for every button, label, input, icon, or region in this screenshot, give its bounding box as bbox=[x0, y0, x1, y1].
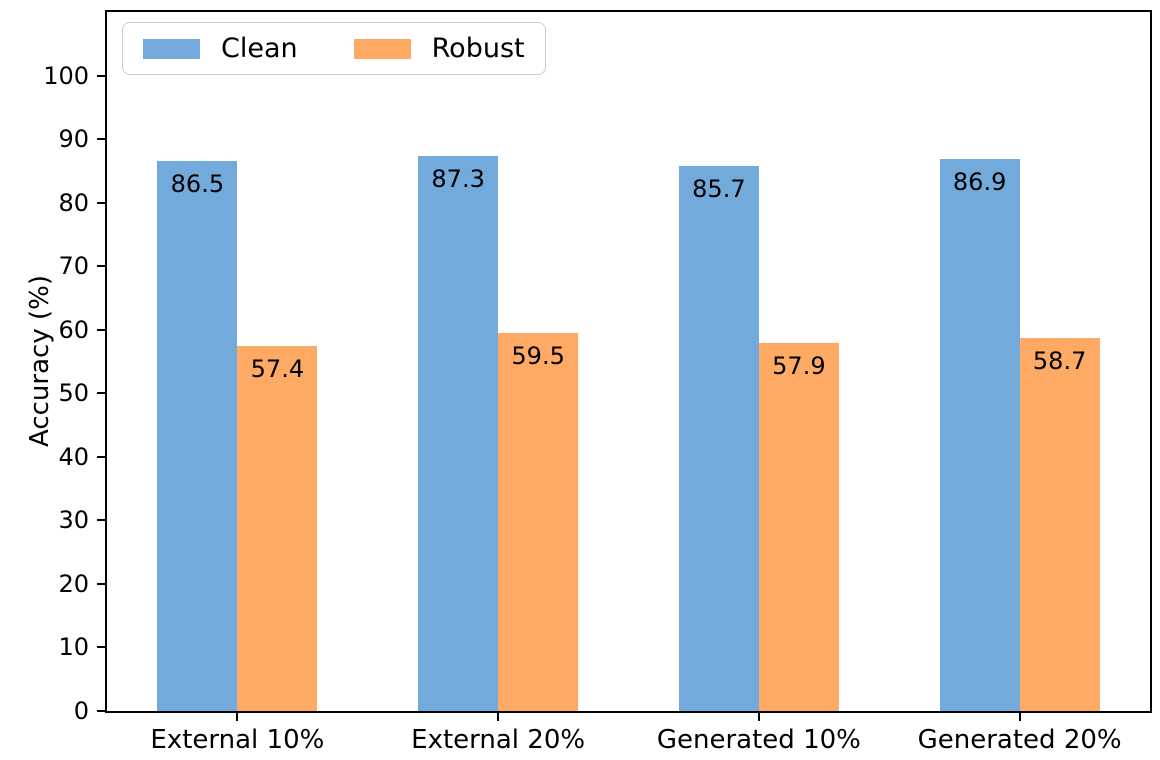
legend-swatch-robust bbox=[353, 38, 411, 59]
bar-value-label: 86.9 bbox=[952, 167, 1007, 196]
bar-clean-external-20: 87.3 bbox=[418, 156, 499, 711]
legend-entry-robust: Robust bbox=[353, 33, 525, 64]
legend-label: Clean bbox=[221, 33, 298, 64]
plot-area: 0 10 20 30 40 50 60 70 80 90 100 86.5 57.4 87.3 59.5 8… bbox=[43, 10, 1152, 755]
bar-group-generated-20: 86.9 58.7 bbox=[889, 12, 1150, 711]
legend-swatch-clean bbox=[143, 38, 200, 59]
y-tick-label: 70 bbox=[58, 252, 89, 281]
y-axis-title: Accuracy (%) bbox=[25, 275, 55, 447]
bar-value-label: 57.9 bbox=[772, 352, 826, 381]
y-tick-mark bbox=[97, 201, 105, 204]
x-axis-ticks: External 10% External 20% Generated 10% Gen… bbox=[107, 12, 1150, 755]
y-tick-label: 60 bbox=[58, 315, 89, 344]
bar-group-generated-10: 85.7 57.9 bbox=[629, 12, 890, 711]
y-tick-label: 40 bbox=[58, 442, 89, 471]
bar-value-label: 86.5 bbox=[170, 170, 225, 199]
bar-clean-external-10: 86.5 bbox=[157, 161, 238, 711]
bar-clean-generated-10: 85.7 bbox=[678, 166, 759, 711]
bar-robust-generated-10: 57.9 bbox=[758, 343, 839, 711]
y-axis-ticks: 0 10 20 30 40 50 60 70 80 90 100 bbox=[43, 12, 1150, 723]
y-tick-label: 80 bbox=[58, 188, 89, 217]
legend-label: Robust bbox=[431, 33, 525, 64]
y-tick-mark bbox=[97, 138, 105, 141]
x-tick-label-generated-20: Generated 20% bbox=[917, 725, 1122, 755]
y-tick-label: 0 bbox=[73, 697, 89, 725]
y-tick-mark bbox=[97, 392, 105, 395]
bar-robust-external-10: 57.4 bbox=[237, 346, 318, 711]
bar-clean-generated-20: 86.9 bbox=[939, 158, 1020, 711]
y-tick-label: 30 bbox=[58, 506, 89, 535]
x-tick-label-generated-10: Generated 10% bbox=[656, 725, 861, 755]
bars-layer: 86.5 57.4 87.3 59.5 85.7 57.9 86.9 58.7 bbox=[107, 12, 1150, 711]
bar-robust-external-20: 59.5 bbox=[498, 332, 579, 711]
y-tick-mark bbox=[97, 519, 105, 522]
bar-value-label: 59.5 bbox=[511, 341, 565, 370]
bar-value-label: 87.3 bbox=[431, 165, 485, 194]
y-tick-mark bbox=[97, 710, 105, 712]
x-tick-mark bbox=[236, 713, 239, 721]
x-tick-label-external-10: External 10% bbox=[150, 725, 325, 755]
y-tick-label: 10 bbox=[58, 633, 89, 662]
bar-value-label: 85.7 bbox=[692, 175, 746, 204]
y-tick-mark bbox=[97, 646, 105, 649]
y-tick-mark bbox=[97, 455, 105, 458]
bar-group-external-10: 86.5 57.4 bbox=[107, 12, 368, 711]
x-tick-mark bbox=[497, 713, 500, 721]
x-tick-mark bbox=[1018, 713, 1021, 721]
bar-group-external-20: 87.3 59.5 bbox=[368, 12, 629, 711]
x-tick-label-external-20: External 20% bbox=[411, 725, 586, 755]
y-tick-label: 90 bbox=[58, 125, 89, 154]
y-tick-mark bbox=[97, 582, 105, 585]
legend-entry-clean: Clean bbox=[143, 35, 298, 62]
y-tick-label: 50 bbox=[58, 379, 89, 408]
x-tick-mark bbox=[757, 713, 760, 721]
y-tick-mark bbox=[97, 74, 105, 77]
bar-value-label: 57.4 bbox=[250, 355, 305, 384]
bar-value-label: 58.7 bbox=[1032, 347, 1087, 375]
y-tick-label: 20 bbox=[58, 569, 89, 598]
y-tick-mark bbox=[97, 328, 105, 331]
y-tick-mark bbox=[97, 265, 105, 268]
bar-robust-generated-20: 58.7 bbox=[1019, 338, 1100, 711]
legend: Clean Robust bbox=[122, 22, 546, 75]
y-tick-label: 100 bbox=[43, 61, 89, 90]
